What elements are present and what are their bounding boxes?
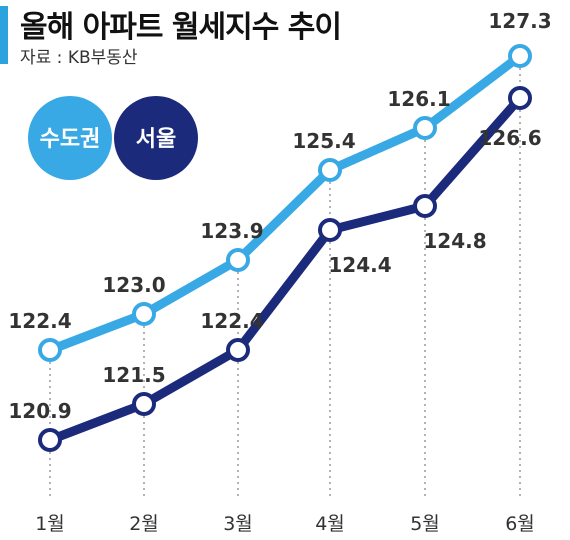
data-label-metro-5: 126.1	[387, 87, 450, 111]
data-point-metro-4	[318, 158, 342, 182]
data-point-metro-1	[38, 338, 62, 362]
x-tick-label-6: 6월	[505, 513, 535, 535]
data-point-metro-2	[132, 302, 156, 326]
x-tick-label-1: 1월	[35, 513, 65, 535]
series-line-seoul	[45, 93, 525, 445]
chart-source: 자료 : KB부동산	[20, 48, 138, 68]
x-tick-label-5: 5월	[410, 513, 440, 535]
data-label-metro-3: 123.9	[200, 219, 263, 243]
legend-swatch-metro	[28, 96, 112, 180]
legend-swatch-seoul	[114, 96, 198, 180]
x-tick-label-3: 3월	[223, 513, 253, 535]
data-point-seoul-3	[226, 338, 250, 362]
x-tick-label-2: 2월	[129, 513, 159, 535]
chart-title: 올해 아파트 월세지수 추이	[20, 10, 342, 45]
data-label-metro-4: 125.4	[292, 129, 355, 153]
data-label-seoul-3: 122.4	[200, 309, 263, 333]
data-label-seoul-6: 126.6	[478, 126, 541, 150]
title-accent-bar	[0, 6, 8, 64]
data-point-seoul-1	[38, 428, 62, 452]
series-line-metro	[45, 51, 525, 355]
data-label-seoul-2: 121.5	[102, 363, 165, 387]
data-point-seoul-5	[413, 194, 437, 218]
legend-label-metro: 수도권	[40, 127, 101, 152]
data-point-seoul-4	[318, 218, 342, 242]
data-point-metro-5	[413, 116, 437, 140]
x-tick-label-4: 4월	[315, 513, 345, 535]
data-label-seoul-1: 120.9	[8, 399, 71, 423]
data-label-metro-2: 123.0	[102, 273, 165, 297]
data-point-seoul-2	[132, 392, 156, 416]
data-label-seoul-4: 124.4	[328, 253, 391, 277]
legend-label-seoul: 서울	[136, 127, 176, 152]
data-point-seoul-6	[508, 86, 532, 110]
data-point-metro-6	[508, 44, 532, 68]
data-label-seoul-5: 124.8	[423, 229, 486, 253]
data-point-metro-3	[226, 248, 250, 272]
data-label-metro-1: 122.4	[8, 309, 71, 333]
data-label-metro-6: 127.3	[488, 9, 551, 33]
